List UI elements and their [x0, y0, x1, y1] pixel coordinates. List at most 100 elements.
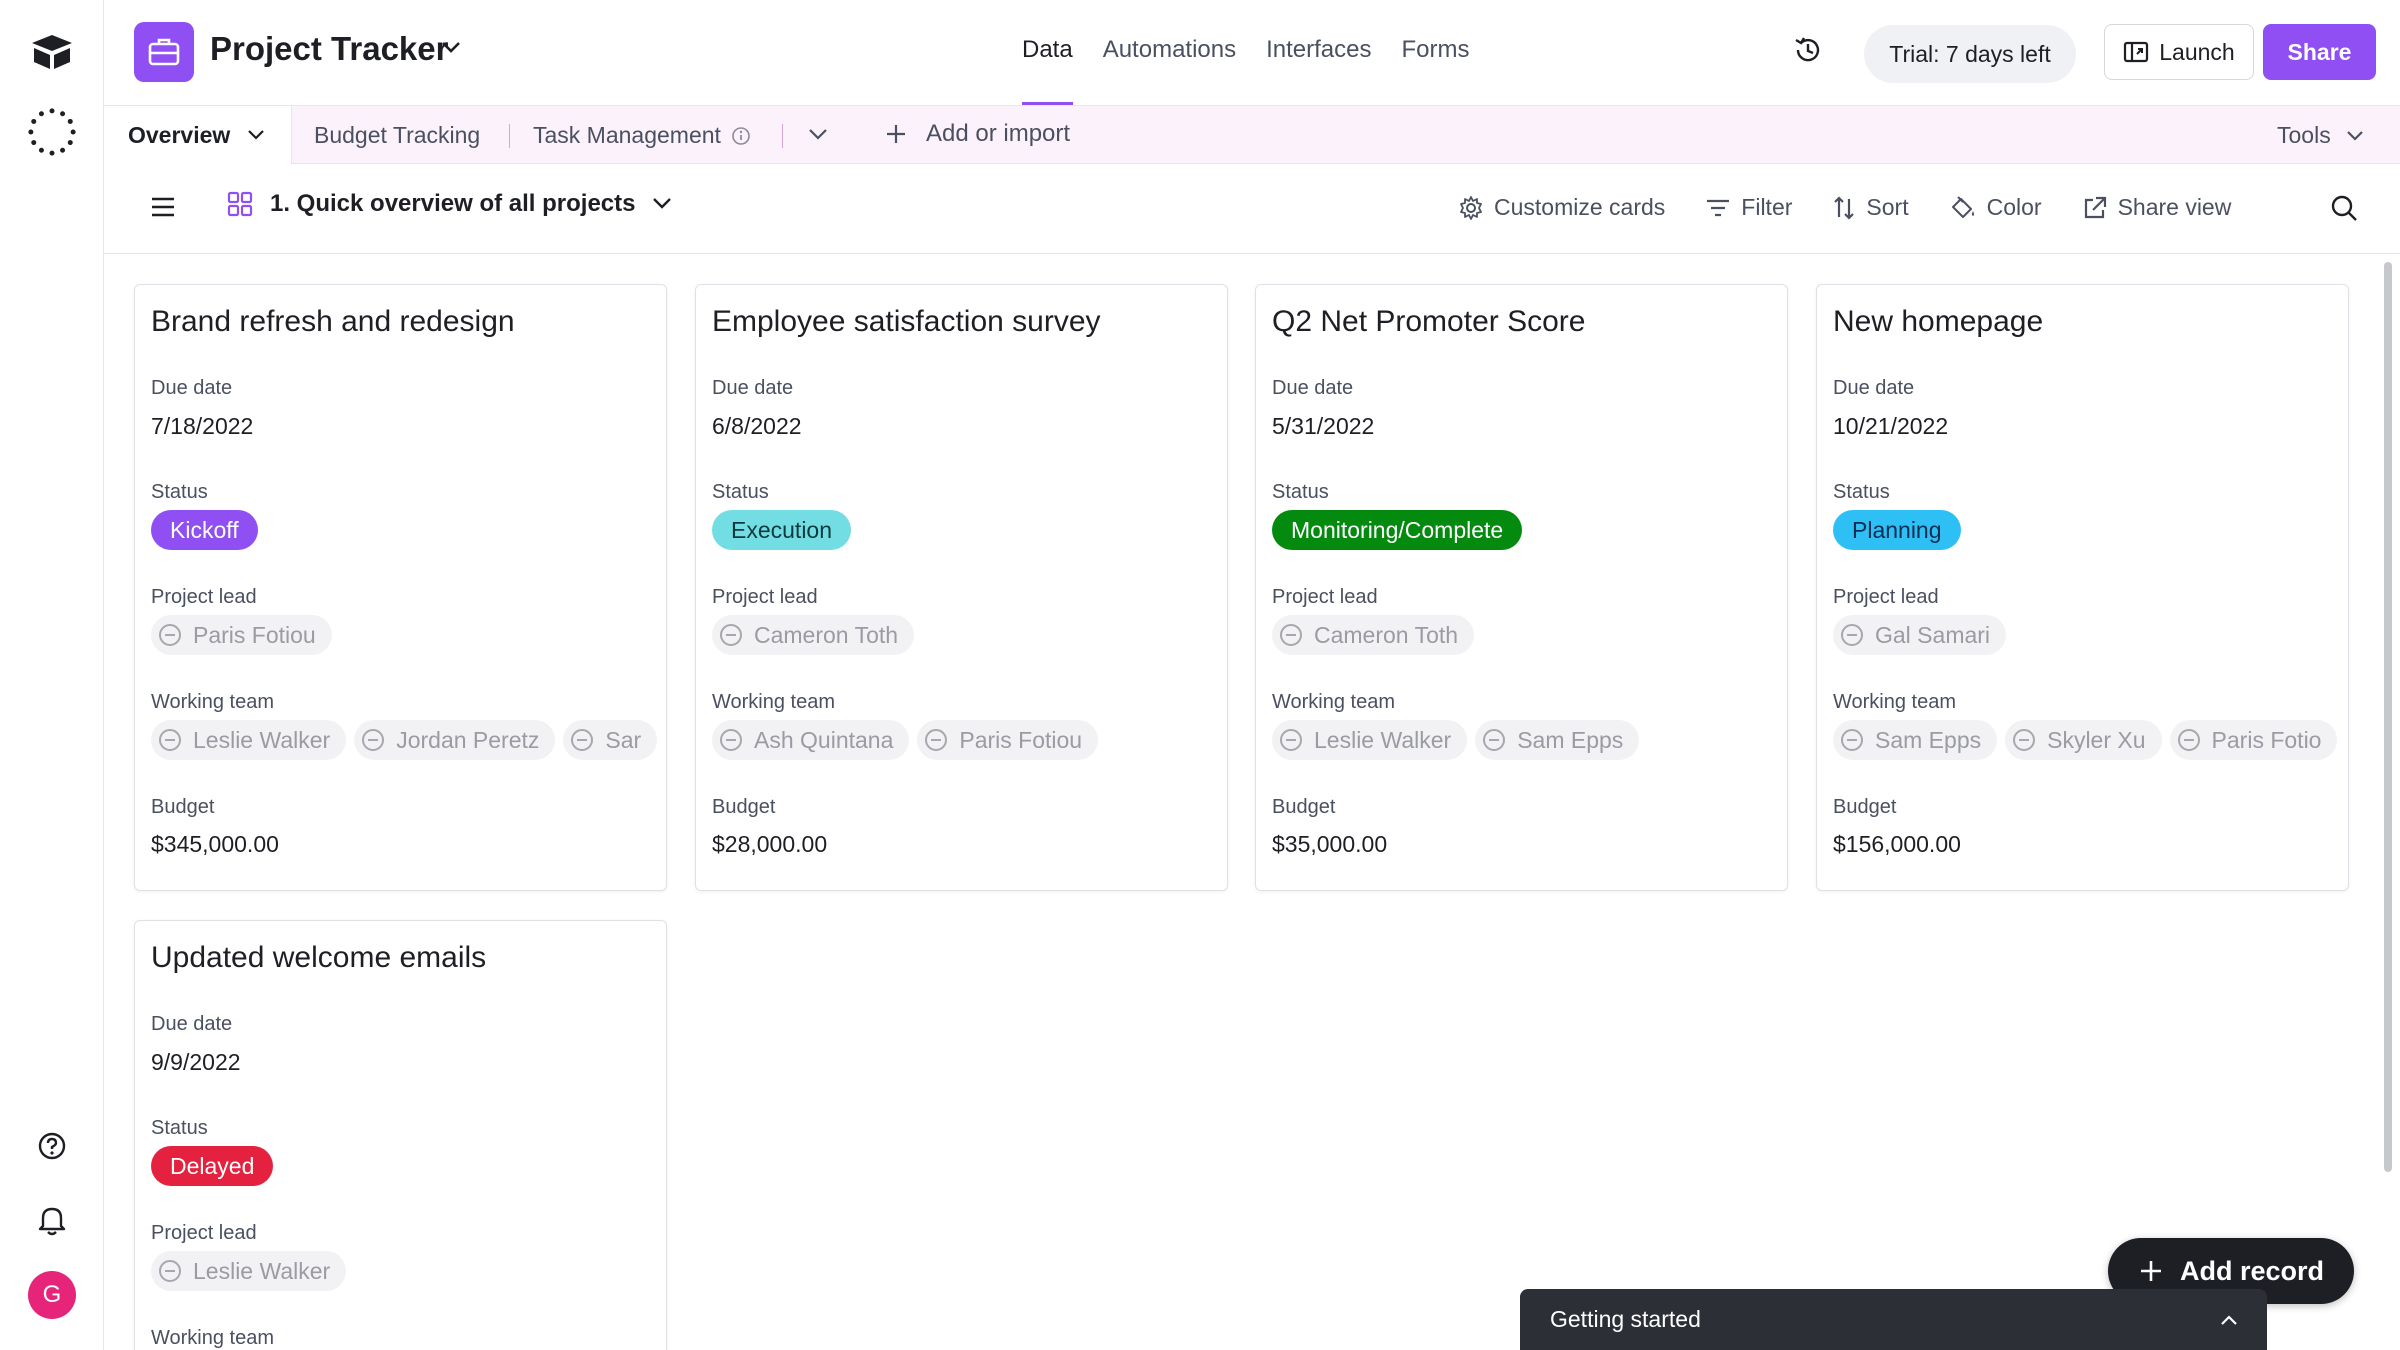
user-icon — [159, 624, 181, 646]
filter-icon — [1707, 199, 1730, 216]
nav-forms[interactable]: Forms — [1401, 36, 1470, 63]
field-label-due-date: Due date — [1833, 377, 1915, 399]
view-switcher[interactable]: 1. Quick overview of all projects — [226, 190, 673, 218]
status-badge: Monitoring/Complete — [1272, 510, 1523, 550]
add-or-import-button[interactable]: Add or import — [884, 120, 1070, 148]
record-card[interactable]: Brand refresh and redesign Due date 7/18… — [134, 284, 667, 891]
tab-overview[interactable]: Overview — [104, 106, 292, 164]
sort-icon — [1834, 195, 1855, 220]
vertical-scrollbar[interactable] — [2384, 262, 2392, 1172]
info-icon[interactable] — [731, 126, 751, 146]
help-icon[interactable] — [28, 1122, 76, 1170]
collaborator-name: Paris Fotio — [2211, 726, 2322, 753]
status-badge: Execution — [712, 510, 852, 550]
collaborator-chip: Skyler Xu — [2005, 720, 2162, 760]
chevron-down-icon[interactable] — [246, 128, 266, 142]
due-date-value: 10/21/2022 — [1833, 413, 1949, 439]
collaborator-name: Sar — [605, 726, 642, 753]
field-label-budget: Budget — [151, 796, 215, 818]
record-card[interactable]: Q2 Net Promoter Score Due date 5/31/2022… — [1255, 284, 1788, 891]
field-label-project-lead: Project lead — [1833, 586, 1939, 608]
record-card[interactable]: New homepage Due date 10/21/2022 Status … — [1816, 284, 2349, 891]
collaborator-chip: Cameron Toth — [712, 615, 915, 655]
customize-cards-label: Customize cards — [1494, 194, 1666, 220]
base-title[interactable]: Project Tracker — [210, 30, 449, 67]
nav-automations[interactable]: Automations — [1102, 36, 1237, 63]
record-card[interactable]: Updated welcome emails Due date 9/9/2022… — [134, 920, 667, 1350]
field-label-budget: Budget — [1833, 796, 1897, 818]
user-icon — [1280, 624, 1302, 646]
add-or-import-label: Add or import — [926, 120, 1071, 147]
card-title: New homepage — [1833, 305, 2044, 338]
gear-icon — [1460, 195, 1482, 220]
tab-overview-label: Overview — [128, 121, 231, 148]
user-icon — [720, 729, 742, 751]
collaborator-chip: Sar — [563, 720, 658, 760]
hamburger-menu-icon[interactable] — [150, 196, 176, 224]
collaborator-chip: Paris Fotiou — [917, 720, 1099, 760]
project-lead-chips: Gal Samari — [1833, 615, 2007, 655]
history-icon[interactable] — [1792, 34, 1824, 72]
base-briefcase-icon[interactable] — [134, 22, 194, 82]
search-icon[interactable] — [2330, 194, 2358, 228]
getting-started-panel[interactable]: Getting started — [1520, 1289, 2267, 1350]
nav-interfaces[interactable]: Interfaces — [1266, 36, 1372, 63]
field-label-status: Status — [1272, 481, 1329, 503]
home-logo-icon[interactable] — [28, 28, 76, 76]
tables-bar: Overview Budget Tracking Task Management… — [104, 106, 2400, 164]
field-label-status: Status — [151, 481, 208, 503]
collaborator-name: Gal Samari — [1875, 621, 1991, 648]
user-avatar[interactable]: G — [28, 1271, 76, 1319]
sort-label: Sort — [1866, 194, 1909, 220]
user-icon — [925, 729, 948, 751]
tab-task-management[interactable]: Task Management — [533, 122, 751, 149]
notifications-bell-icon[interactable] — [28, 1196, 76, 1244]
chevron-up-icon[interactable] — [2219, 1313, 2239, 1327]
user-icon — [2177, 729, 2200, 751]
record-card[interactable]: Employee satisfaction survey Due date 6/… — [695, 284, 1228, 891]
field-label-budget: Budget — [712, 796, 776, 818]
collaborator-chip: Cameron Toth — [1272, 615, 1475, 655]
add-record-label: Add record — [2179, 1255, 2325, 1286]
collaborator-name: Paris Fotiou — [959, 726, 1083, 753]
collaborator-name: Cameron Toth — [1314, 621, 1459, 648]
field-label-due-date: Due date — [1272, 377, 1354, 399]
user-icon — [2013, 729, 2036, 751]
collaborator-name: Cameron Toth — [754, 621, 899, 648]
chevron-down-icon[interactable] — [440, 38, 462, 61]
share-view-label: Share view — [2117, 194, 2232, 220]
launch-button[interactable]: Launch — [2104, 24, 2254, 80]
view-name: 1. Quick overview of all projects — [270, 190, 636, 217]
tab-budget-tracking[interactable]: Budget Tracking — [314, 122, 481, 148]
filter-button[interactable]: Filter — [1705, 194, 1792, 221]
customize-cards-button[interactable]: Customize cards — [1458, 194, 1665, 221]
collaborator-chip: Leslie Walker — [1272, 720, 1468, 760]
tools-menu[interactable]: Tools — [2277, 122, 2365, 149]
budget-value: $28,000.00 — [712, 831, 828, 857]
collaborator-name: Leslie Walker — [193, 1257, 331, 1284]
paint-bucket-icon — [1951, 195, 1974, 218]
field-label-due-date: Due date — [151, 1013, 233, 1035]
project-lead-chips: Leslie Walker — [151, 1251, 347, 1291]
trial-badge[interactable]: Trial: 7 days left — [1864, 25, 2076, 83]
tools-label: Tools — [2277, 122, 2331, 148]
user-icon — [720, 624, 742, 646]
collaborator-chip: Sam Epps — [1475, 720, 1640, 760]
user-icon — [1841, 624, 1863, 646]
collaborator-chip: Ash Quintana — [712, 720, 910, 760]
collaborator-chip: Paris Fotio — [2169, 720, 2338, 760]
plus-icon — [2140, 1261, 2161, 1281]
collaborator-chip: Jordan Peretz — [354, 720, 556, 760]
all-tables-chevron-icon[interactable] — [807, 126, 829, 149]
due-date-value: 6/8/2022 — [712, 413, 802, 439]
share-view-button[interactable]: Share view — [2082, 194, 2232, 221]
workspace-loading-icon[interactable] — [28, 108, 76, 156]
share-button[interactable]: Share — [2263, 24, 2376, 80]
nav-data[interactable]: Data — [1022, 36, 1073, 105]
user-icon — [1483, 729, 1506, 751]
working-team-chips: Ash Quintana Paris Fotiou — [712, 720, 1099, 760]
gallery-grid-icon — [227, 191, 253, 217]
sort-button[interactable]: Sort — [1832, 194, 1909, 221]
collaborator-name: Jordan Peretz — [396, 726, 540, 753]
color-button[interactable]: Color — [1949, 194, 2042, 221]
